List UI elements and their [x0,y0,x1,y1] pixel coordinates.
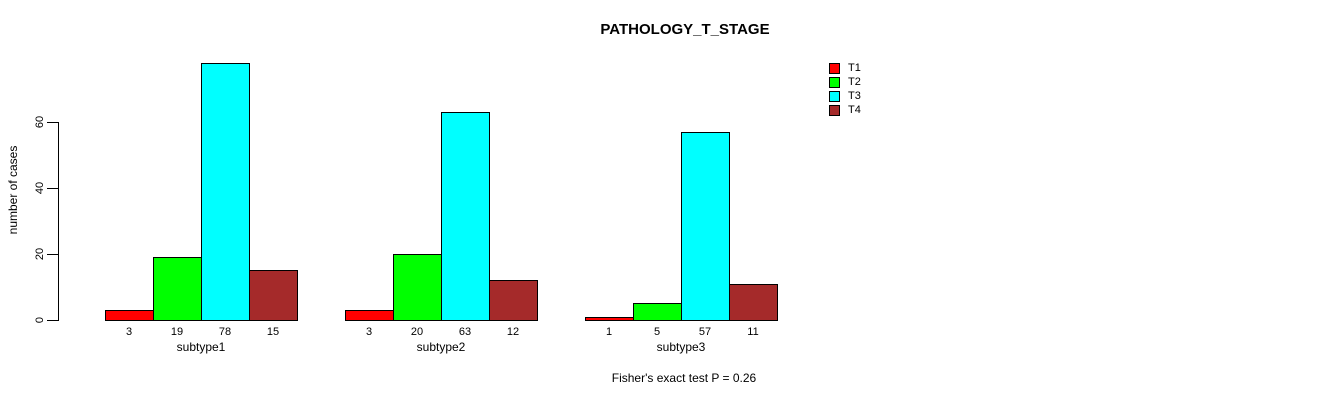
bar-value-label: 11 [747,326,759,338]
bar-t4-subtype1 [249,270,298,321]
legend-swatch-t3 [829,91,840,102]
bar-t3-subtype2 [441,112,490,321]
y-tick-label: 40 [34,181,46,195]
bar-t4-subtype3 [729,284,778,321]
bar-t1-subtype1 [105,310,154,321]
y-axis-line [58,122,59,321]
legend-label-t3: T3 [848,90,861,102]
x-category-label-subtype1: subtype1 [176,340,226,354]
legend-row-t1: T1 [829,63,861,74]
bar-value-label: 57 [698,326,712,338]
bar-value-label: 78 [218,326,232,338]
y-tick [47,188,59,189]
bar-t1-subtype2 [345,310,394,321]
y-tick-label: 20 [34,247,46,261]
bar-t1-subtype3 [585,317,634,321]
legend: T1 T2 T3 T4 [829,63,861,119]
bar-value-label: 20 [410,326,424,338]
fisher-test-annotation: Fisher's exact test P = 0.26 [611,371,757,385]
legend-swatch-t1 [829,63,840,74]
x-category-label-subtype3: subtype3 [656,340,706,354]
legend-label-t4: T4 [848,104,861,116]
y-tick [47,320,59,321]
bar-value-label: 12 [506,326,520,338]
y-tick-label: 60 [34,115,46,129]
x-category-label-subtype2: subtype2 [416,340,466,354]
chart-title: PATHOLOGY_T_STAGE [600,21,770,38]
legend-label-t1: T1 [848,62,861,74]
legend-row-t2: T2 [829,77,861,88]
bar-t3-subtype1 [201,63,250,321]
bar-value-label: 5 [653,326,661,338]
bar-value-label: 1 [605,326,613,338]
legend-row-t3: T3 [829,91,861,102]
bar-value-label: 19 [170,326,184,338]
bar-value-label: 3 [365,326,373,338]
y-tick [47,254,59,255]
legend-swatch-t2 [829,77,840,88]
legend-label-t2: T2 [848,76,861,88]
bar-t4-subtype2 [489,280,538,321]
legend-row-t4: T4 [829,105,861,116]
bar-t2-subtype2 [393,254,442,321]
y-tick [47,122,59,123]
bar-value-label: 15 [266,326,280,338]
y-tick-label: 0 [34,316,46,324]
legend-swatch-t4 [829,105,840,116]
bar-t2-subtype3 [633,303,682,321]
bar-t2-subtype1 [153,257,202,321]
bar-value-label: 3 [125,326,133,338]
bar-value-label: 63 [458,326,472,338]
bar-t3-subtype3 [681,132,730,321]
